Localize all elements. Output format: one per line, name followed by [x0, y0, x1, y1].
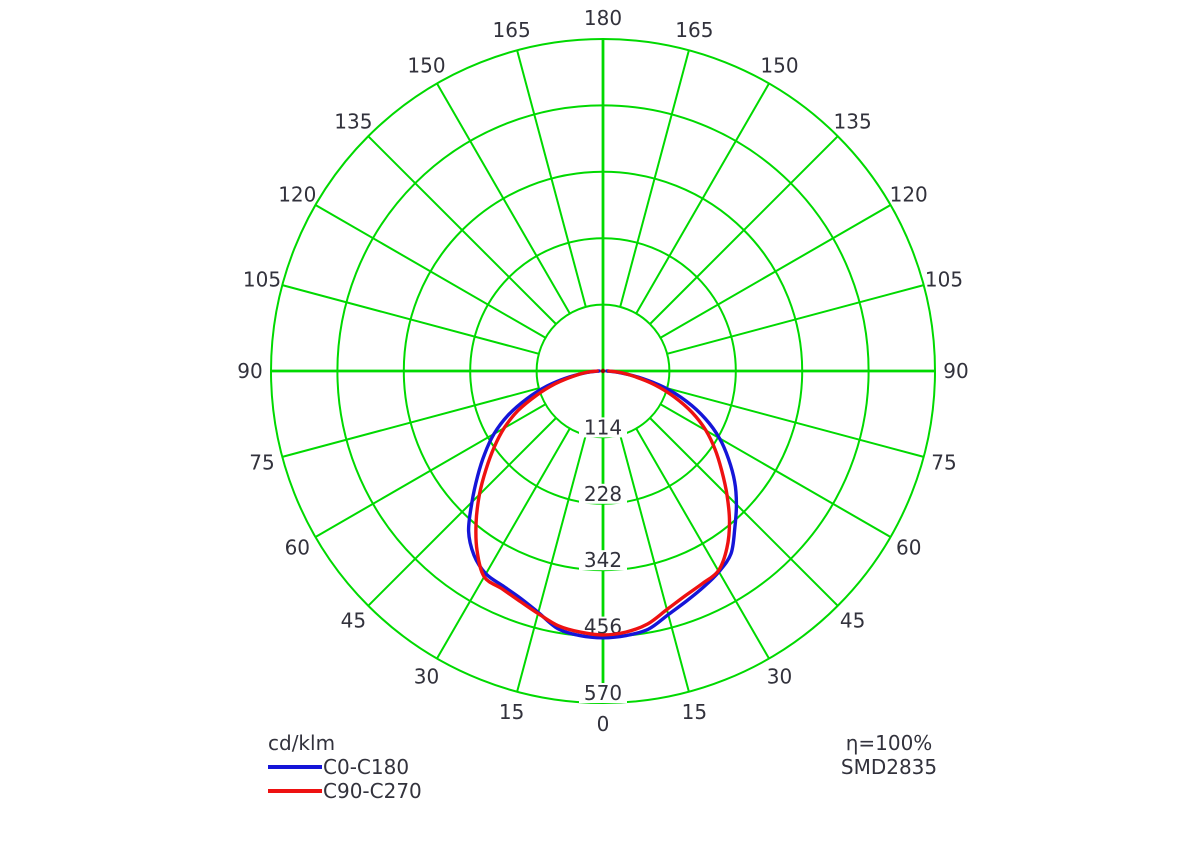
angle-label-left-105: 105 — [243, 268, 281, 292]
grid-spoke-45 — [649, 135, 839, 325]
grid-spoke-105 — [666, 387, 924, 458]
grid-spoke-135 — [649, 417, 839, 607]
grid-spoke-225 — [367, 417, 557, 607]
radial-label-342: 342 — [584, 548, 622, 572]
angle-label-left-150: 150 — [407, 53, 445, 77]
model-label: SMD2835 — [840, 755, 938, 779]
angle-label-right-30: 30 — [767, 665, 792, 689]
grid-spoke-255 — [282, 387, 540, 458]
grid-spoke-150 — [635, 427, 770, 660]
angle-label-right-120: 120 — [890, 183, 928, 207]
radial-label-bg-456 — [579, 616, 627, 637]
angle-label-right-165: 165 — [675, 18, 713, 42]
angle-label-180: 180 — [584, 6, 622, 30]
curve-center-dot — [600, 368, 606, 374]
legend-line-red — [268, 789, 322, 793]
angle-label-left-135: 135 — [334, 109, 372, 133]
radial-label-bg-228 — [579, 483, 627, 504]
grid-spoke-210 — [436, 427, 571, 660]
efficiency-label: η=100% — [845, 731, 933, 755]
legend-line-blue — [268, 765, 322, 769]
angle-label-left-60: 60 — [285, 536, 310, 560]
radial-label-570: 570 — [584, 681, 622, 705]
angle-label-right-45: 45 — [840, 609, 865, 633]
angle-label-right-90: 90 — [943, 359, 968, 383]
grid-spoke-345 — [516, 50, 587, 308]
legend: cd/klm C0-C180 C90-C270 — [268, 731, 422, 803]
angle-label-right-135: 135 — [834, 109, 872, 133]
angle-label-left-120: 120 — [278, 183, 316, 207]
legend-item-c0-c180: C0-C180 — [268, 755, 422, 779]
curve-C0-C180 — [466, 369, 739, 640]
radial-label-bg-342 — [579, 550, 627, 571]
legend-label-c0-c180: C0-C180 — [323, 755, 410, 779]
grid-spoke-15 — [619, 50, 690, 308]
angle-label-left-15: 15 — [499, 700, 524, 724]
radial-label-bg-570 — [579, 683, 627, 703]
angle-label-left-45: 45 — [341, 609, 366, 633]
grid-spoke-285 — [282, 284, 540, 355]
angle-label-right-105: 105 — [925, 268, 963, 292]
radial-label-228: 228 — [584, 482, 622, 506]
grid-spoke-195 — [516, 434, 587, 692]
radial-label-114: 114 — [584, 415, 622, 439]
grid-spoke-120 — [659, 403, 892, 538]
legend-label-c90-c270: C90-C270 — [323, 779, 422, 803]
angle-label-right-15: 15 — [682, 700, 707, 724]
grid-spoke-30 — [635, 82, 770, 315]
angle-label-left-165: 165 — [493, 18, 531, 42]
grid-spoke-75 — [666, 284, 924, 355]
angle-label-right-150: 150 — [760, 53, 798, 77]
grid-spoke-165 — [619, 434, 690, 692]
angle-label-0: 0 — [597, 712, 610, 736]
angle-label-left-30: 30 — [414, 665, 439, 689]
curve-C90-C270 — [474, 369, 732, 637]
grid-spoke-300 — [314, 204, 547, 339]
grid-spoke-60 — [659, 204, 892, 339]
grid-spoke-315 — [367, 135, 557, 325]
radial-label-bg-114 — [579, 417, 627, 438]
angle-label-left-75: 75 — [249, 450, 274, 474]
angle-label-right-75: 75 — [931, 450, 956, 474]
grid-spoke-240 — [314, 403, 547, 538]
annotation-block: η=100% SMD2835 — [841, 731, 937, 779]
legend-unit-label: cd/klm — [268, 731, 336, 755]
grid-spoke-330 — [436, 82, 571, 315]
legend-item-c90-c270: C90-C270 — [268, 779, 422, 803]
angle-label-right-60: 60 — [896, 536, 921, 560]
angle-label-left-90: 90 — [237, 359, 262, 383]
